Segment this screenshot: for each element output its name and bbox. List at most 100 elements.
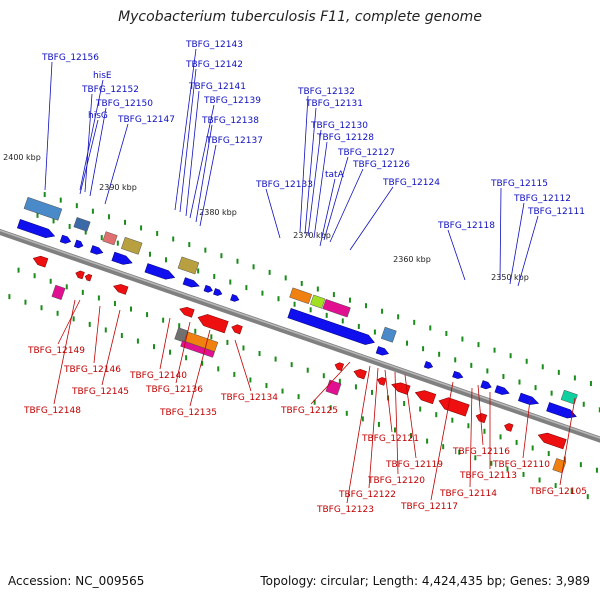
feature-box xyxy=(180,340,215,358)
track-tick xyxy=(24,299,27,305)
forward-gene-label: TBFG_12150 xyxy=(95,99,153,109)
feature-box-shape xyxy=(380,326,397,343)
track-tick xyxy=(40,305,43,311)
reverse-gene-label: TBFG_12121 xyxy=(361,434,419,444)
reverse-label-leader xyxy=(159,317,171,370)
track-tick xyxy=(233,371,236,377)
scale-label: 2350 kbp xyxy=(491,273,529,282)
track-tick xyxy=(403,401,406,407)
track-tick xyxy=(361,416,364,422)
forward-gene-label: TBFG_12127 xyxy=(337,148,395,158)
forward-label-leader xyxy=(349,186,394,251)
reverse-gene-shape xyxy=(537,432,567,450)
reverse-gene-label: TBFG_12116 xyxy=(452,447,510,457)
forward-gene-shape xyxy=(73,239,84,249)
reverse-gene-shape xyxy=(353,369,367,380)
track-tick xyxy=(445,330,448,336)
forward-gene-shape xyxy=(287,308,375,345)
reverse-label-leader xyxy=(469,387,473,488)
feature-box-shape xyxy=(180,340,215,358)
reverse-label-leader xyxy=(101,309,121,386)
track-tick xyxy=(156,230,159,236)
reverse-gene xyxy=(377,377,387,386)
forward-gene-label: TBFG_12124 xyxy=(382,178,440,188)
track-tick xyxy=(518,379,521,385)
reverse-label-leader xyxy=(477,384,484,446)
forward-gene xyxy=(480,380,492,390)
feature-box xyxy=(73,217,91,232)
track-tick xyxy=(410,433,413,439)
reverse-label-leader xyxy=(368,367,379,489)
reverse-gene-label: TBFG_12146 xyxy=(63,365,121,375)
forward-gene xyxy=(59,234,72,244)
forward-gene xyxy=(230,294,240,302)
forward-label-leader xyxy=(179,68,197,213)
track-tick xyxy=(547,451,550,457)
track-tick xyxy=(213,273,216,279)
track-tick xyxy=(538,477,541,483)
reverse-gene-shape xyxy=(414,390,437,405)
track-tick xyxy=(100,235,103,241)
accession-label: Accession: NC_009565 xyxy=(8,574,145,588)
reverse-label-leader xyxy=(175,321,191,384)
track-tick xyxy=(458,449,461,455)
feature-box-shape xyxy=(322,298,351,318)
forward-gene-shape xyxy=(16,219,56,238)
track-tick xyxy=(442,444,445,450)
forward-gene xyxy=(182,277,200,288)
feature-box xyxy=(289,287,313,305)
forward-gene-label: TBFG_12118 xyxy=(437,221,495,231)
track-tick xyxy=(506,466,509,472)
reverse-gene xyxy=(537,432,567,450)
track-tick xyxy=(124,219,127,225)
forward-gene-label: TBFG_12126 xyxy=(352,160,410,170)
track-tick xyxy=(113,301,116,307)
forward-gene-label: TBFG_12152 xyxy=(81,85,139,95)
feature-box xyxy=(380,326,397,343)
feature-box xyxy=(23,196,63,221)
forward-gene-shape xyxy=(59,234,72,244)
feature-box xyxy=(560,389,578,405)
reverse-gene-shape xyxy=(377,377,387,386)
reverse-gene xyxy=(475,413,488,424)
track-tick xyxy=(49,278,52,284)
track-tick xyxy=(297,394,300,400)
track-tick xyxy=(274,356,277,362)
track-tick xyxy=(120,333,123,339)
forward-gene-label: TBFG_12141 xyxy=(188,82,246,92)
track-tick xyxy=(595,467,598,473)
forward-label-leader xyxy=(199,144,217,227)
forward-gene-shape xyxy=(452,370,464,379)
track-tick xyxy=(438,351,441,357)
reverse-gene-label: TBFG_12114 xyxy=(439,489,497,499)
forward-gene xyxy=(73,239,84,249)
feature-box xyxy=(120,236,143,255)
reverse-gene-label: TBFG_12125 xyxy=(280,406,338,416)
track-tick xyxy=(52,218,55,224)
feature-box xyxy=(102,231,118,246)
track-tick xyxy=(461,336,464,342)
feature-box-shape xyxy=(325,379,342,396)
reverse-gene-shape xyxy=(179,306,195,318)
track-tick xyxy=(68,223,71,229)
reverse-gene xyxy=(32,255,49,268)
forward-gene-shape xyxy=(480,380,492,390)
track-tick xyxy=(371,389,374,395)
track-tick xyxy=(435,412,438,418)
forward-gene-label: hisE xyxy=(93,71,112,81)
forward-gene-shape xyxy=(90,245,104,255)
track-tick xyxy=(152,344,155,350)
reverse-gene-shape xyxy=(113,284,129,295)
reverse-label-leader xyxy=(522,399,531,459)
forward-gene-label: TBFG_12133 xyxy=(255,180,313,190)
reverse-gene-shape xyxy=(475,413,488,424)
forward-gene xyxy=(111,251,133,265)
track-tick xyxy=(397,314,400,320)
track-tick xyxy=(229,279,232,285)
forward-gene-label: TBFG_12128 xyxy=(316,133,374,143)
track-tick xyxy=(345,410,348,416)
reverse-gene-shape xyxy=(231,324,243,335)
track-tick xyxy=(467,423,470,429)
track-tick xyxy=(354,384,357,390)
